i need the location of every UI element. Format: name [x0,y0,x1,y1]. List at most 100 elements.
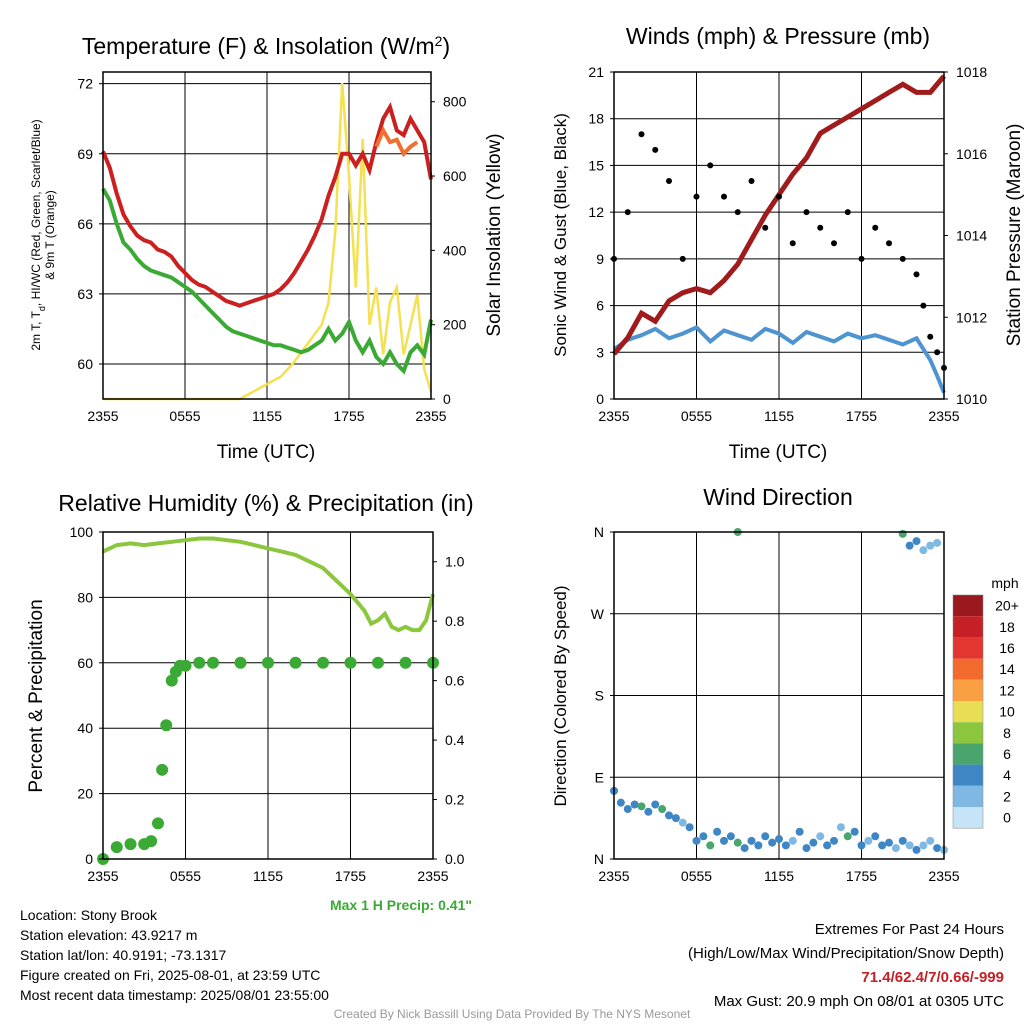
temperature-title: Temperature (F) & Insolation (W/m2) [82,33,450,59]
precipitation-point [156,763,169,776]
legend-swatch [953,616,983,638]
legend-swatch [953,679,983,701]
x-tick-label: 0555 [681,408,712,424]
direction-point [898,529,907,538]
direction-point [830,836,838,845]
precipitation-point [179,659,192,672]
y-tick-label: E [595,769,604,785]
y2-tick-label: 200 [443,317,467,333]
temperature-ylabel: 2m T, Td, HI/WC (Red, Green, Scarlet/Blu… [29,119,57,350]
direction-point [912,537,921,546]
gust-point [858,255,865,262]
y2-tick-label: 1014 [956,228,987,244]
direction-point [733,838,742,847]
y-tick-label: 60 [77,655,93,671]
direction-point [864,836,873,845]
gust-point [899,255,906,262]
direction-point [898,836,907,845]
y2-tick-label: 600 [443,168,467,184]
precipitation-point [289,656,302,669]
direction-point [802,844,811,853]
x-tick-label: 0555 [169,408,200,424]
legend-label: 14 [999,661,1015,677]
x-tick-label: 1155 [764,408,794,424]
direction-point [795,827,804,836]
direction-point [891,844,900,853]
precipitation-point [262,656,274,669]
direction-point [933,844,942,853]
extremes-block: Extremes For Past 24 Hours (High/Low/Max… [688,918,1004,1014]
legend-swatch [953,722,983,744]
speed-legend: mph 20+ 18 16 14 12 10 8 6 4 2 0 [952,575,1019,829]
dewpoint-line [101,187,433,375]
precipitation-point [145,835,158,848]
y-tick-label: 72 [77,76,93,92]
y-tick-label: 15 [588,157,604,173]
direction-point [850,827,859,836]
svg-text:& 9m T (Orange): & 9m T (Orange) [43,190,57,280]
legend-label: 2 [1003,788,1011,804]
direction-point [836,823,845,832]
extremes-values: 71.4/62.4/7/0.66/-999 [861,969,1004,986]
direction-panel: Wind Direction 2355 0555 1155 1755 2355NESWN… [551,484,1019,884]
direction-point [885,838,893,847]
x-tick-label: 0555 [170,868,201,884]
direction-point [905,841,914,850]
direction-point [658,805,667,814]
direction-point [685,823,694,832]
temperature-ticks: 2355 0555 1155 1755 2355 60 63 66 69 72 0 200 400 600… [77,76,466,424]
direction-point [754,841,763,850]
direction-point [651,800,660,809]
humidity-ticks: 2355 0555 1155 1755 23550204060801000.00.20.… [70,524,465,884]
legend-label: 12 [999,682,1015,698]
x-tick-label: 1155 [253,868,283,884]
direction-point [857,841,866,850]
direction-point [926,541,935,550]
gust-point [872,224,879,231]
y2-tick-label: 0.0 [445,851,465,867]
gust-point [707,162,714,169]
direction-point [933,538,942,547]
direction-point [912,845,921,854]
direction-point [788,836,797,845]
y2-tick-label: 0.8 [445,613,465,629]
winds-y2label: Station Pressure (Maroon) [1004,124,1024,347]
legend-label: 16 [999,640,1015,656]
y-tick-label: 9 [596,251,604,267]
gust-point [638,131,645,138]
x-tick-label: 2355 [928,408,959,424]
y-tick-label: 6 [596,298,604,314]
y2-tick-label: 1.0 [445,554,465,570]
credit-line: Created By Nick Bassill Using Data Provi… [333,1007,691,1021]
y2-tick-label: 1010 [956,391,987,407]
x-tick-label: 1755 [335,868,366,884]
legend-swatch [953,807,983,829]
x-tick-label: 2355 [415,408,446,424]
y-tick-label: 0 [596,391,604,407]
y2-tick-label: 800 [443,94,467,110]
y-tick-label: 20 [77,786,93,802]
gust-point [844,209,851,216]
precipitation-point [372,656,384,669]
direction-point [713,827,722,836]
direction-point [816,832,825,841]
y-tick-label: 3 [596,344,604,360]
gust-point [920,302,927,309]
direction-point [623,805,632,814]
winds-ticks: 2355 0555 1155 1755 235503691215182110101012… [588,64,987,424]
direction-point [699,832,708,841]
max-precip-annotation: Max 1 H Precip: 0.41" [330,897,472,913]
gust-point [666,178,672,184]
x-tick-label: 2355 [598,408,629,424]
y-tick-label: 80 [77,589,93,605]
legend-label: 18 [999,619,1015,635]
x-tick-label: 2355 [928,868,959,884]
precipitation-point [152,817,164,830]
gust-point [721,193,727,200]
y-tick-label: S [595,688,604,704]
y-tick-label: 66 [77,216,93,232]
y2-tick-label: 0 [443,391,451,407]
direction-ylabel: Direction (Colored By Speed) [551,585,570,806]
